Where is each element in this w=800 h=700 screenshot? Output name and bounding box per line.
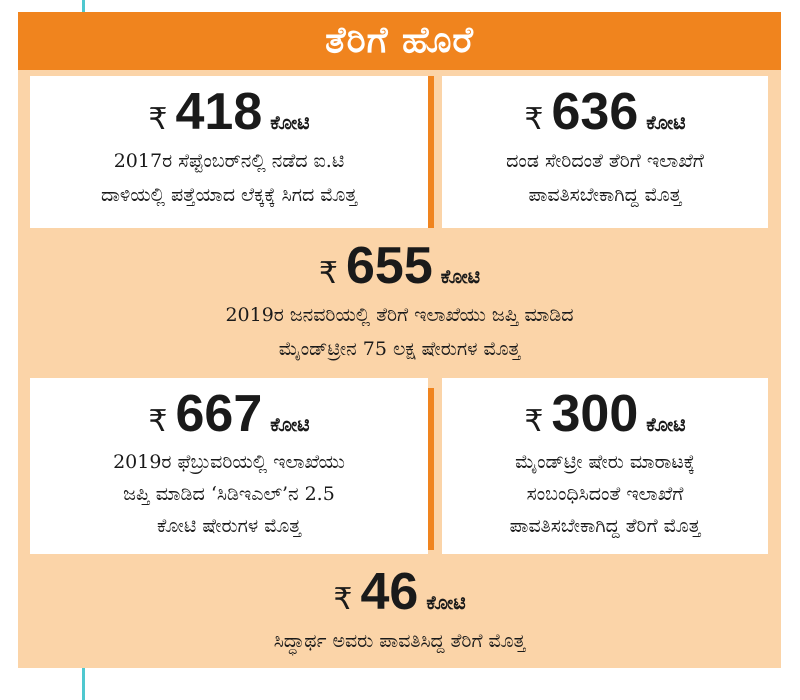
description-line: ಪಾವತಿಸಬೇಕಾಗಿದ್ದ ಮೊತ್ತ [528,184,682,206]
amount-row: ₹ 300 ಕೋಟಿ [524,386,685,442]
amount-value: 636 [551,83,639,141]
description-line: ಜಪ್ತಿ ಮಾಡಿದ ‘ಸಿಡಿಇಎಲ್’ನ 2.5 [123,483,335,505]
column-divider [428,388,434,550]
stat-box-300: ₹ 300 ಕೋಟಿ ಮೈಂಡ್‌ಟ್ರೀ ಷೇರು ಮಾರಾಟಕ್ಕೆ ಸಂಬ… [442,378,768,554]
page-title: ತೆರಿಗೆ ಹೊರೆ [325,20,474,61]
stat-box-636: ₹ 636 ಕೋಟಿ ದಂಡ ಸೇರಿದಂತೆ ತೆರಿಗೆ ಇಲಾಖೆಗೆ ಪ… [442,76,768,228]
amount-unit: ಕೋಟಿ [426,592,466,614]
rupee-symbol: ₹ [148,404,168,439]
stat-box-418: ₹ 418 ಕೋಟಿ 2017ರ ಸೆಪ್ಟೆಂಬರ್‌ನಲ್ಲಿ ನಡೆದ ಐ… [30,76,428,228]
amount-row: ₹ 655 ಕೋಟಿ [319,238,480,294]
rupee-symbol: ₹ [318,256,338,291]
amount-value: 667 [175,385,263,443]
amount-value: 418 [175,83,263,141]
description-line: ಸಂಬಂಧಿಸಿದಂತೆ ಇಲಾಖೆಗೆ [526,483,684,505]
amount-row: ₹ 636 ಕೋಟಿ [524,84,685,140]
rupee-symbol: ₹ [524,404,544,439]
amount-unit: ಕೋಟಿ [270,112,310,134]
description-line: 2019ರ ಜನವರಿಯಲ್ಲಿ ತೆರಿಗೆ ಇಲಾಖೆಯು ಜಪ್ತಿ ಮಾ… [225,304,574,326]
header-bar: ತೆರಿಗೆ ಹೊರೆ [18,12,781,70]
stat-description: ಮೈಂಡ್‌ಟ್ರೀ ಷೇರು ಮಾರಾಟಕ್ಕೆ ಸಂಬಂಧಿಸಿದಂತೆ ಇ… [510,446,701,542]
infographic-card: ತೆರಿಗೆ ಹೊರೆ ₹ 418 ಕೋಟಿ 2017ರ ಸೆಪ್ಟೆಂಬರ್‌… [18,12,781,668]
amount-value: 46 [360,563,419,621]
description-line: ದಂಡ ಸೇರಿದಂತೆ ತೆರಿಗೆ ಇಲಾಖೆಗೆ [506,150,704,172]
description-line: ಪಾವತಿಸಬೇಕಾಗಿದ್ದ ತೆರಿಗೆ ಮೊತ್ತ [509,515,701,537]
amount-value: 300 [551,385,639,443]
amount-unit: ಕೋಟಿ [646,414,686,436]
rupee-symbol: ₹ [524,102,544,137]
amount-row: ₹ 46 ಕೋಟಿ [333,564,465,620]
stat-box-667: ₹ 667 ಕೋಟಿ 2019ರ ಫೆಬ್ರುವರಿಯಲ್ಲಿ ಇಲಾಖೆಯು … [30,378,428,554]
amount-unit: ಕೋಟಿ [646,112,686,134]
amount-value: 655 [346,237,433,295]
amount-row: ₹ 418 ಕೋಟಿ [148,84,309,140]
stat-box-655: ₹ 655 ಕೋಟಿ 2019ರ ಜನವರಿಯಲ್ಲಿ ತೆರಿಗೆ ಇಲಾಖೆ… [18,230,781,380]
decorative-line-bottom [82,668,85,700]
stat-description: 2019ರ ಜನವರಿಯಲ್ಲಿ ತೆರಿಗೆ ಇಲಾಖೆಯು ಜಪ್ತಿ ಮಾ… [225,298,573,366]
amount-unit: ಕೋಟಿ [440,266,481,288]
stat-box-46: ₹ 46 ಕೋಟಿ ಸಿದ್ಧಾರ್ಥ ಅವರು ಪಾವತಿಸಿದ್ದ ತೆರಿ… [18,556,781,668]
description-line: ಸಿದ್ಧಾರ್ಥ ಅವರು ಪಾವತಿಸಿದ್ದ ತೆರಿಗೆ ಮೊತ್ತ [273,630,526,652]
description-line: 2017ರ ಸೆಪ್ಟೆಂಬರ್‌ನಲ್ಲಿ ನಡೆದ ಐ.ಟಿ [113,150,345,172]
column-divider [428,76,434,228]
rupee-symbol: ₹ [333,582,353,617]
stat-description: ದಂಡ ಸೇರಿದಂತೆ ತೆರಿಗೆ ಇಲಾಖೆಗೆ ಪಾವತಿಸಬೇಕಾಗಿ… [506,144,704,212]
description-line: ಮೈಂಡ್‌ಟ್ರೀನ 75 ಲಕ್ಷ ಷೇರುಗಳ ಮೊತ್ತ [278,338,521,360]
amount-row: ₹ 667 ಕೋಟಿ [148,386,309,442]
description-line: 2019ರ ಫೆಬ್ರುವರಿಯಲ್ಲಿ ಇಲಾಖೆಯು [113,451,345,473]
stat-description: ಸಿದ್ಧಾರ್ಥ ಅವರು ಪಾವತಿಸಿದ್ದ ತೆರಿಗೆ ಮೊತ್ತ [274,624,526,658]
decorative-line-top [82,0,85,12]
amount-unit: ಕೋಟಿ [270,414,310,436]
stat-description: 2017ರ ಸೆಪ್ಟೆಂಬರ್‌ನಲ್ಲಿ ನಡೆದ ಐ.ಟಿ ದಾಳಿಯಲ್… [101,144,357,212]
description-line: ಕೋಟಿ ಷೇರುಗಳ ಮೊತ್ತ [156,515,301,537]
description-line: ಮೈಂಡ್‌ಟ್ರೀ ಷೇರು ಮಾರಾಟಕ್ಕೆ [515,451,695,473]
rupee-symbol: ₹ [148,102,168,137]
description-line: ದಾಳಿಯಲ್ಲಿ ಪತ್ತೆಯಾದ ಲೆಕ್ಕಕ್ಕೆ ಸಿಗದ ಮೊತ್ತ [100,184,358,206]
stat-description: 2019ರ ಫೆಬ್ರುವರಿಯಲ್ಲಿ ಇಲಾಖೆಯು ಜಪ್ತಿ ಮಾಡಿದ… [113,446,345,542]
